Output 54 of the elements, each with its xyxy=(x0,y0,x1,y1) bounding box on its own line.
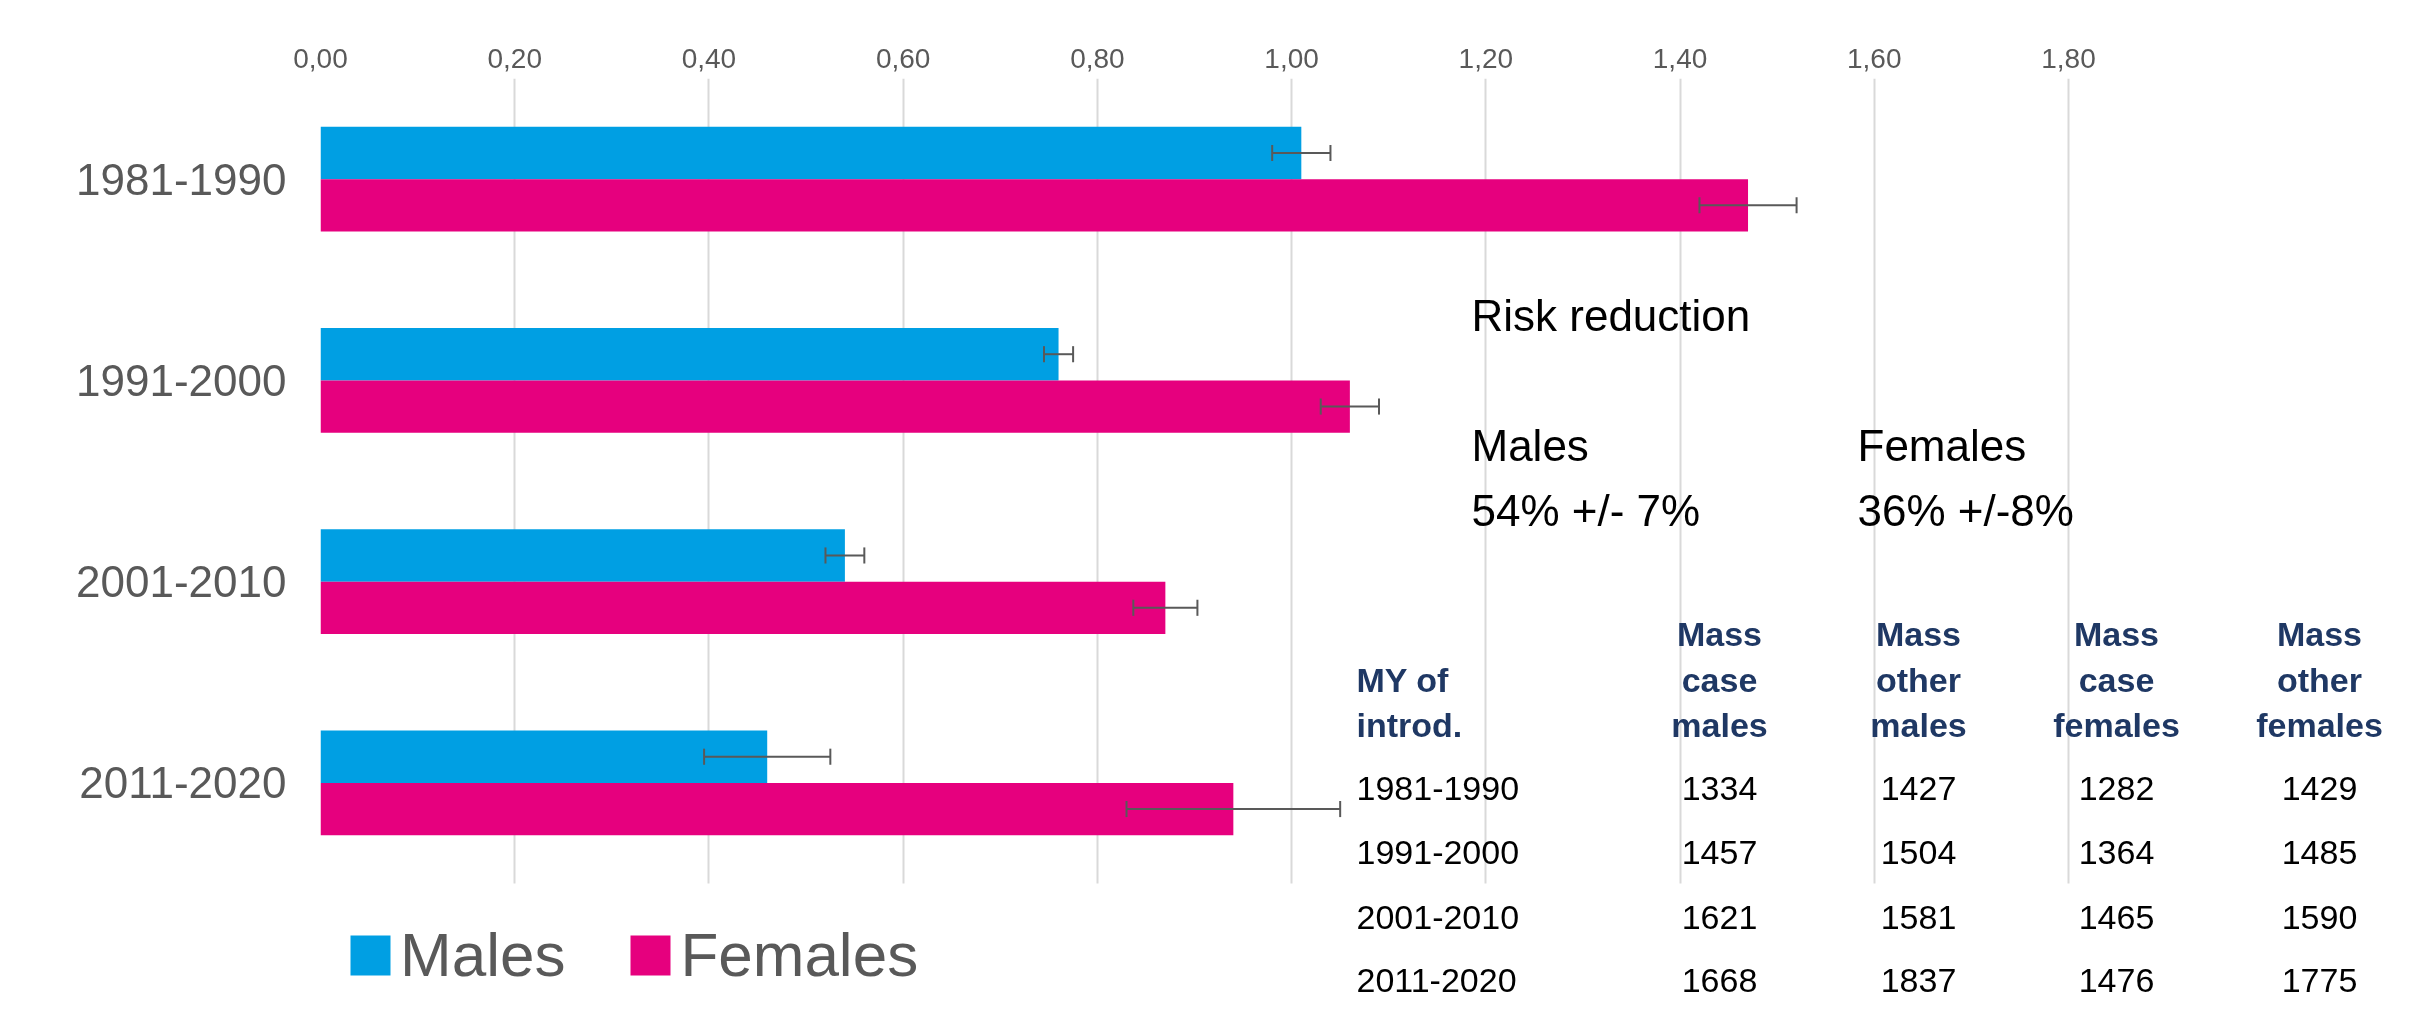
x-tick-label: 0,00 xyxy=(293,42,348,74)
text: 2001-2010 xyxy=(1356,898,1520,936)
x-tick-label: 1,00 xyxy=(1264,42,1319,74)
text: 1364 xyxy=(2078,833,2155,871)
y-tick-label: 2001-2010 xyxy=(76,557,287,607)
text: 1775 xyxy=(2281,961,2358,999)
annotation: 1981-1990 xyxy=(1356,769,1520,807)
bar xyxy=(320,529,845,582)
text: 2011-2020 xyxy=(1356,961,1517,999)
text: 1282 xyxy=(2078,769,2155,807)
y-tick-label: 1991-2000 xyxy=(76,355,287,405)
text: 1837 xyxy=(1880,961,1957,999)
annotation: 1427 xyxy=(1880,769,1957,807)
bar xyxy=(320,126,1302,180)
bar xyxy=(320,581,1166,634)
x-tick-label: 0,60 xyxy=(875,42,931,74)
annotation: 1457 xyxy=(1681,833,1758,871)
annotation: Mass other males xyxy=(1870,615,1967,745)
x-tick-label: 0,80 xyxy=(1070,42,1125,74)
text: Mass other females xyxy=(2256,615,2383,745)
bar xyxy=(320,328,1059,381)
annotation: MY of introd. xyxy=(1356,660,1463,745)
annotation: 1504 xyxy=(1880,833,1957,871)
legend-label: Males xyxy=(400,919,566,990)
annotation: 36% +/-8% xyxy=(1857,486,2074,535)
text: 1590 xyxy=(2281,898,2358,936)
text: 1476 xyxy=(2078,961,2155,999)
text: 1465 xyxy=(2078,898,2155,936)
text: 1581 xyxy=(1880,898,1957,936)
y-tick-label: 2011-2020 xyxy=(79,758,287,808)
text: 1429 xyxy=(2281,769,2358,807)
annotation: Males xyxy=(1471,421,1589,470)
x-tick-label: 1,20 xyxy=(1458,42,1514,74)
x-tick-label: 1,80 xyxy=(2041,42,2096,74)
bar xyxy=(320,782,1234,836)
y-tick-label: 1981-1990 xyxy=(76,154,287,204)
text: 1621 xyxy=(1681,898,1758,936)
annotation: Females xyxy=(1857,421,2027,470)
annotation: Mass case females xyxy=(2053,615,2180,745)
x-tick-label: 0,40 xyxy=(681,42,737,74)
annotation: Risk reduction xyxy=(1471,291,1751,340)
annotation: Mass case males xyxy=(1671,615,1768,745)
x-tick-label: 1,40 xyxy=(1652,42,1708,74)
x-tick-label: 1,60 xyxy=(1847,42,1902,74)
bar xyxy=(320,179,1749,232)
bar xyxy=(320,380,1350,433)
legend-label: Females xyxy=(680,919,919,990)
x-tick-label: 0,20 xyxy=(487,42,542,74)
text: 1485 xyxy=(2281,833,2358,871)
annotation: 54% +/- 7% xyxy=(1471,486,1701,535)
annotation: 1991-2000 xyxy=(1356,833,1520,871)
text: 1668 xyxy=(1681,961,1758,999)
bar xyxy=(320,730,768,783)
annotation: 1334 xyxy=(1681,769,1758,807)
